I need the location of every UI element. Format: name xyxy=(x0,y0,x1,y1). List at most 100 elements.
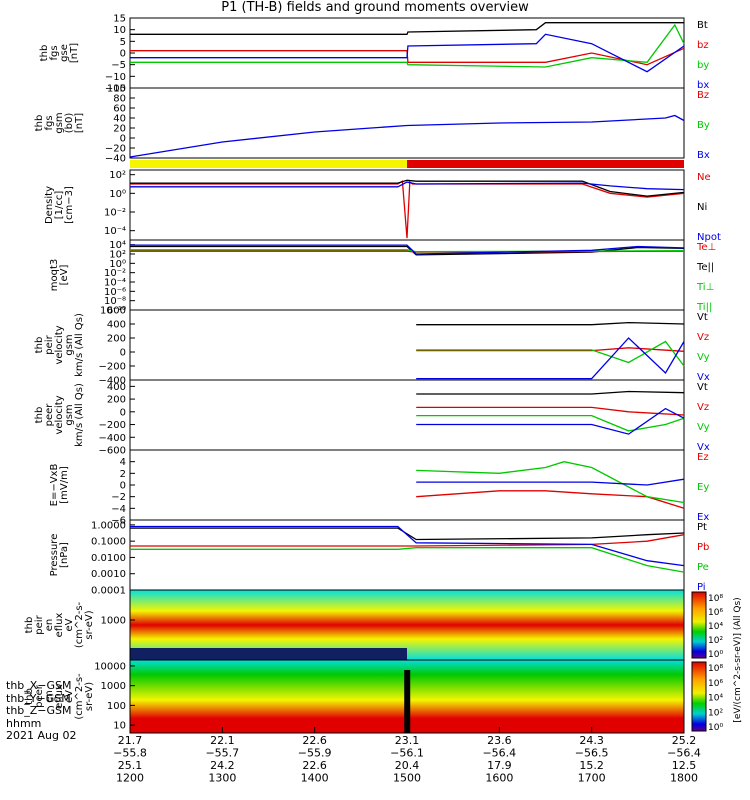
legend-bx: bx xyxy=(697,80,709,91)
y-tick-label: 100 xyxy=(107,701,126,712)
legend-bz: Bz xyxy=(697,90,709,101)
colorbar-tick: 10⁶ xyxy=(708,608,723,618)
chart-title: P1 (TH-B) fields and ground moments over… xyxy=(221,0,529,15)
y-axis-label: eflux xyxy=(54,684,65,709)
series-line-ne xyxy=(130,180,685,239)
y-axis-label: en xyxy=(44,619,55,632)
y-tick-label: −200 xyxy=(99,362,126,373)
footer-row-x: thb_X−GSM xyxy=(6,679,76,693)
footer-label-x: thb_X−GSM xyxy=(6,679,72,692)
y-tick-label: 400 xyxy=(107,382,126,393)
legend-pb: Pb xyxy=(697,542,709,553)
y-axis-label: peir xyxy=(34,614,45,634)
legend-pt: Pt xyxy=(697,522,707,533)
y-tick-label: 0 xyxy=(120,134,126,145)
y-tick-label: −20 xyxy=(105,144,126,155)
footer-value: 1800 xyxy=(670,772,698,785)
legend-by: by xyxy=(697,60,709,71)
y-axis-label: gsm xyxy=(64,404,75,425)
panel-frame xyxy=(129,87,685,159)
y-tick-label: 60 xyxy=(113,104,126,115)
colorbar-tick: 10⁴ xyxy=(708,694,723,704)
legend-vt: Vt xyxy=(697,312,708,323)
footer-value: 12.5 xyxy=(672,759,697,772)
y-axis-label: [eV] xyxy=(59,265,70,286)
y-axis-label: gse xyxy=(59,44,70,62)
y-tick-label: 10⁻⁴ xyxy=(104,278,126,289)
series-line-bx xyxy=(130,33,685,73)
y-tick-label: −2 xyxy=(111,492,126,503)
series-line-ni xyxy=(130,179,685,197)
region-segment-yellow xyxy=(130,160,407,168)
series-line-vy xyxy=(416,340,685,367)
y-tick-label: 1.0000 xyxy=(91,520,126,531)
series-line-pt xyxy=(130,527,685,541)
footer-value: 15.2 xyxy=(579,759,604,772)
y-axis-label: eV xyxy=(64,690,75,703)
legend-vy: Vy xyxy=(697,422,710,433)
y-tick-label: 20 xyxy=(113,124,126,135)
footer-value: −56.5 xyxy=(575,747,609,760)
y-tick-label: 0.0100 xyxy=(91,553,126,564)
y-tick-label: 1000 xyxy=(101,681,126,692)
y-axis-label: fgs xyxy=(49,45,60,60)
y-tick-label: −10 xyxy=(105,72,126,83)
legend-vx: Vx xyxy=(697,372,710,383)
colorbar-tick: 10⁴ xyxy=(708,622,723,632)
y-tick-label: −4 xyxy=(111,504,126,515)
series-line-te|| xyxy=(130,245,685,256)
colorbar-label: [eV/(cm^2-s-sr-eV)] (All Qs) xyxy=(733,597,743,722)
colorbar-tick: 10⁶ xyxy=(708,679,723,689)
y-axis-label: eV xyxy=(64,618,75,631)
colorbar-tick: 10⁰ xyxy=(708,723,723,733)
y-axis-label: thb xyxy=(34,407,45,424)
y-axis-label: Pressure xyxy=(49,534,60,577)
y-tick-label: 15 xyxy=(113,14,126,25)
footer-label-y: thb_Y−GSM xyxy=(6,691,71,705)
y-tick-label: 400 xyxy=(107,320,126,331)
y-axis-label: peer xyxy=(44,403,55,427)
y-axis-label: [1/cc] xyxy=(54,191,65,220)
y-axis-label: peir xyxy=(44,334,55,354)
y-tick-label: 0 xyxy=(120,407,126,418)
series-line-ti|| xyxy=(130,244,685,255)
footer-value: 17.9 xyxy=(487,759,512,772)
legend-vt: Vt xyxy=(697,382,708,393)
footer-value: 23.1 xyxy=(395,734,420,747)
legend-ez: Ez xyxy=(697,452,709,463)
y-tick-label: 4 xyxy=(120,457,126,468)
footer-value: 1400 xyxy=(301,772,329,785)
y-tick-label: 200 xyxy=(107,334,126,345)
y-axis-label: en xyxy=(44,690,55,703)
region-segment-red xyxy=(407,160,684,168)
y-tick-label: 10⁰ xyxy=(109,259,126,270)
y-axis-label: (cm^2-s- xyxy=(74,673,85,720)
y-tick-label: 200 xyxy=(107,395,126,406)
colorbar xyxy=(691,591,707,659)
y-tick-label: −200 xyxy=(99,420,126,431)
y-axis-label: gsm xyxy=(54,112,65,133)
y-axis-label: moqt3 xyxy=(49,259,60,292)
legend-npot: Npot xyxy=(697,232,721,243)
series-line-ez xyxy=(416,490,685,509)
panel-frame xyxy=(129,449,685,521)
legend-ni: Ni xyxy=(697,202,707,213)
panel-frame xyxy=(129,309,685,381)
y-tick-label: 0.0010 xyxy=(91,569,126,580)
y-axis-label: (cm^2-s- xyxy=(74,601,85,648)
footer-value: 25.2 xyxy=(672,734,697,747)
y-tick-label: 10000 xyxy=(94,661,126,672)
panel-frame xyxy=(129,379,685,451)
legend-by: By xyxy=(697,120,710,131)
y-axis-label: peer xyxy=(34,684,45,708)
y-axis-label: thb xyxy=(34,337,45,354)
y-axis-label: km/s (All Qs) xyxy=(74,313,85,377)
colorbar-tick: 10⁸ xyxy=(708,594,723,604)
y-axis-label: E=−VxB xyxy=(49,464,60,507)
footer-row-y: thb_Y−GSM xyxy=(6,691,76,706)
y-axis-label: thb xyxy=(39,45,50,62)
y-tick-label: 0 xyxy=(120,49,126,60)
legend-pi: Pi xyxy=(697,582,706,593)
series-line-vz xyxy=(416,347,685,352)
spectrogram-low-band xyxy=(130,648,407,660)
